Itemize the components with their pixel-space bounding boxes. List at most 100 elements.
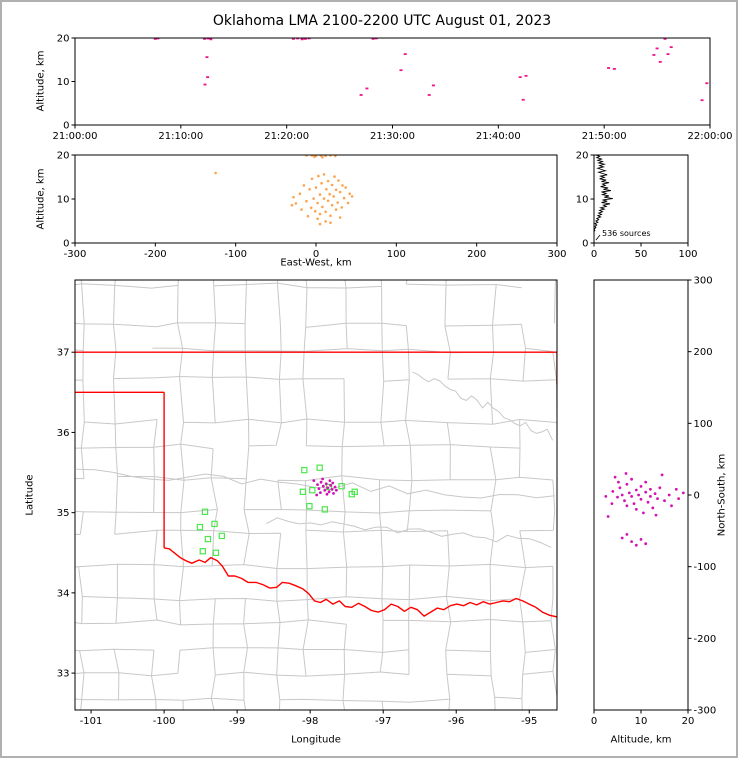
vhf-source-point [312,197,315,200]
vhf-source-point [156,38,160,40]
lma-station-marker [299,488,307,496]
vhf-source-point [314,186,318,189]
vhf-source-point [674,487,678,491]
y-tick-label: 20 [57,151,70,162]
vhf-source-point [332,195,336,198]
vhf-source-point [329,484,332,487]
vhf-source-point [340,206,344,209]
vhf-source-point [310,177,314,181]
ew-height-panel: -300 -200 -100 0 100 200 300 0 10 20 [57,151,567,261]
vhf-source-point [334,188,338,192]
vhf-source-point [625,504,629,508]
vhf-source-point [350,195,354,198]
vhf-source-point [606,515,610,518]
vhf-source-point [646,500,650,504]
vhf-source-point [326,486,330,490]
x-tick-label: -95 [521,716,537,727]
vhf-source-point [330,488,334,491]
lma-station-marker [199,547,206,555]
vhf-source-point [658,61,662,63]
y-tick-label: -200 [694,634,717,645]
x-tick-label: -99 [229,716,245,727]
vhf-source-point [666,53,670,55]
vhf-source-point [427,94,431,96]
vhf-source-point [660,473,664,477]
vhf-source-point [639,485,643,488]
y-tick-label: 37 [57,348,70,359]
x-tick-label: -100 [224,249,247,260]
lma-station-marker [321,506,329,513]
vhf-source-point [625,533,629,536]
vhf-source-point [294,202,298,205]
vhf-source-point [667,493,671,497]
vhf-source-point [338,190,342,194]
ns-panel-ylabel: North-South, km [716,453,728,537]
x-tick-label: 200 [467,249,486,260]
vhf-source-point [326,179,330,183]
ew-panel-ylabel: Altitude, km [35,168,47,230]
vhf-source-point [630,477,633,481]
vhf-source-point [653,492,657,495]
vhf-source-point [313,210,317,213]
y-tick-label: 34 [57,588,70,599]
vhf-source-point [333,175,336,178]
x-tick-label: 0 [313,249,319,260]
vhf-source-point [637,493,640,497]
vhf-source-point [644,542,648,546]
lma-station-marker [309,487,316,494]
vhf-source-point [206,76,210,79]
vhf-source-point [334,208,338,211]
vhf-source-point [306,214,310,218]
x-tick-label: 300 [547,249,566,260]
vhf-source-point [334,155,337,158]
vhf-source-point [612,67,616,70]
x-tick-label: -97 [375,716,391,727]
lma-station-marker [196,523,204,531]
x-tick-label: 22:00:00 [688,131,733,142]
vhf-source-point [296,38,300,40]
y-tick-label: 20 [576,151,589,162]
vhf-source-point [329,221,332,225]
annotation-leader [595,234,601,241]
lma-station-marker [204,535,212,543]
vhf-source-point [319,491,322,494]
vhf-source-point [300,38,304,41]
vhf-source-point [644,490,648,494]
vhf-source-point [322,197,326,200]
y-tick-label: -300 [694,706,717,717]
vhf-source-point [658,486,662,490]
vhf-source-point [317,174,320,178]
y-tick-label: 10 [57,195,70,206]
vhf-source-point [336,201,340,204]
y-tick-label: 33 [57,669,70,680]
vhf-source-point [321,155,324,159]
vhf-source-point [518,76,522,79]
x-tick-label: 20 [682,716,695,727]
time-panel-ylabel: Altitude, km [35,50,47,112]
river-lines [76,371,555,548]
vhf-source-point [669,46,673,49]
vhf-source-point [431,84,435,87]
vhf-source-point [630,495,633,498]
vhf-source-point [302,184,306,187]
vhf-source-point [348,192,352,195]
vhf-source-point [323,488,327,492]
vhf-source-point [312,479,316,482]
axes-frame [74,37,711,126]
y-tick-label: 0 [582,239,588,250]
y-tick-label: 100 [694,419,713,430]
y-tick-label: 20 [57,34,70,45]
vhf-source-point [651,506,655,510]
x-tick-label: 21:00:00 [53,131,98,142]
vhf-source-point [328,192,332,196]
vhf-source-point [620,536,624,540]
vhf-source-point [153,38,157,40]
vhf-source-point [607,67,611,69]
vhf-source-point [313,155,316,159]
y-tick-label: 300 [694,276,713,287]
vhf-source-point [627,491,631,495]
lma-station-marker [316,464,323,471]
vhf-source-point [327,490,331,494]
vhf-source-point [616,495,619,499]
vhf-source-point [371,38,375,40]
